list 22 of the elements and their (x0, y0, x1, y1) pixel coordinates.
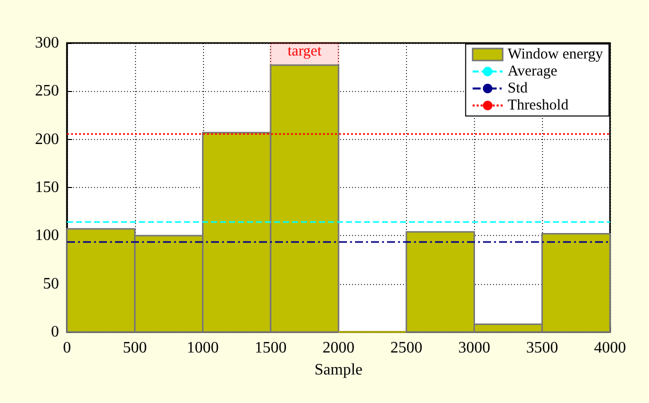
x-tick-label: 2500 (390, 340, 422, 356)
y-tick-label: 100 (35, 227, 59, 244)
y-tick-label: 250 (35, 82, 59, 100)
x-tick-label: 1500 (254, 340, 287, 356)
legend-label: Window energy (508, 46, 604, 62)
y-tick-label: 200 (35, 130, 59, 148)
y-tick-label: 150 (35, 179, 59, 196)
x-tick-label: 3500 (526, 340, 558, 356)
legend-label: Threshold (508, 98, 569, 114)
x-tick-label: 2000 (322, 340, 354, 356)
x-tick-label: 500 (122, 340, 147, 356)
y-tick-label: 0 (51, 324, 59, 340)
x-tick-label: 0 (63, 340, 71, 356)
legend-label: Std (508, 80, 528, 96)
x-tick-label: 1000 (186, 340, 219, 356)
x-tick-label: 3000 (458, 340, 490, 356)
y-tick-label: 50 (43, 275, 59, 292)
x-axis-title: Sample (314, 362, 362, 378)
x-tick-label: 4000 (594, 340, 626, 356)
y-tick-label: 300 (35, 34, 59, 52)
band-label: target (288, 44, 322, 60)
legend-label: Average (508, 64, 558, 80)
